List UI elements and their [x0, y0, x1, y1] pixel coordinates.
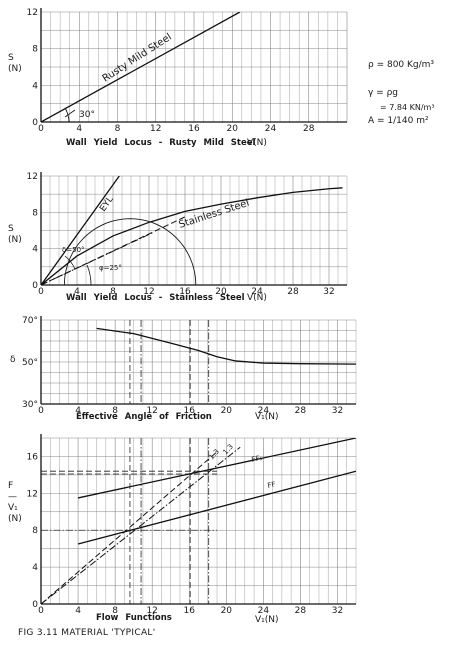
series-line-3 — [41, 451, 218, 604]
angle-arc-delta — [64, 255, 76, 270]
series-label: FF₁ — [251, 454, 263, 464]
chart-title: Wall Yield Locus - Rusty Mild Steel — [66, 138, 256, 148]
x-axis-label: V(N) — [247, 293, 267, 303]
x-tick-label: 20 — [221, 606, 233, 616]
y-tick-label: 4 — [32, 81, 38, 91]
x-tick-label: 0 — [38, 287, 44, 297]
series-label: 1.3 — [222, 443, 235, 457]
y-tick-label: 0 — [32, 118, 38, 128]
x-tick-label: 20 — [215, 287, 227, 297]
x-tick-label: 12 — [146, 406, 157, 416]
series-line-1 — [96, 327, 356, 365]
y-axis-label: S — [8, 224, 14, 234]
y-axis-label: (N) — [8, 235, 22, 245]
figure-caption: FIG 3.11 MATERIAL 'TYPICAL' — [18, 628, 156, 638]
x-tick-label: 24 — [258, 406, 270, 416]
y-tick-label: 4 — [32, 563, 38, 573]
chart-annotation: δ=50° — [62, 246, 85, 254]
y-axis-label: V₁ — [8, 503, 18, 513]
y-tick-label: 50° — [22, 358, 38, 368]
x-axis-label: V₁(N) — [255, 615, 279, 625]
series-line-1 — [41, 12, 241, 122]
y-tick-label: 0 — [32, 600, 38, 610]
x-tick-label: 8 — [110, 287, 116, 297]
series-label: 1.3 — [208, 448, 221, 462]
y-axis-label: δ — [10, 355, 16, 365]
y-axis-label: F — [8, 481, 13, 491]
x-tick-label: 0 — [38, 606, 44, 616]
x-axis-label: V₁(N) — [255, 412, 279, 422]
x-tick-label: 8 — [112, 606, 118, 616]
x-tick-label: 12 — [150, 124, 161, 134]
y-tick-label: 70° — [22, 316, 38, 326]
x-tick-label: 16 — [184, 406, 196, 416]
series-line-4 — [41, 231, 154, 285]
series-label: Rusty Mild Steel — [101, 32, 174, 85]
y-tick-label: 8 — [32, 45, 38, 55]
x-tick-label: 16 — [188, 124, 200, 134]
x-tick-label: 16 — [179, 287, 191, 297]
chart-title: Effective Angle of Friction — [76, 412, 212, 422]
x-tick-label: 28 — [287, 287, 299, 297]
x-tick-label: 0 — [38, 124, 44, 134]
x-tick-label: 28 — [295, 406, 307, 416]
x-tick-label: 0 — [38, 406, 44, 416]
x-tick-label: 8 — [112, 406, 118, 416]
x-tick-label: 20 — [221, 406, 233, 416]
series-label: FF — [267, 480, 277, 490]
x-tick-label: 24 — [258, 606, 270, 616]
angle-arrow — [64, 109, 76, 118]
note-unit-weight: γ = ρg — [368, 88, 399, 98]
chart-panel-1: 0 4 8 12 16 20 24 28 0 4 8 12 Rusty Mild Steel 30° Wal… — [8, 8, 348, 148]
x-tick-label: 32 — [332, 606, 343, 616]
series-line-1 — [41, 176, 120, 285]
chart-title: Flow Functions — [96, 613, 172, 623]
note-density: ρ = 800 Kg/m³ — [368, 60, 435, 70]
chart-annotation: 30° — [79, 110, 95, 120]
y-tick-label: 4 — [32, 245, 38, 255]
x-tick-label: 32 — [323, 287, 334, 297]
x-tick-label: 4 — [74, 287, 80, 297]
series-label: Stainless Steel — [178, 198, 251, 231]
y-axis-label: — — [8, 492, 17, 502]
chart-title: Wall Yield Locus - Stainless Steel — [66, 293, 245, 303]
series-line-1 — [77, 438, 356, 499]
x-tick-label: 24 — [265, 124, 277, 134]
series-line-2 — [41, 187, 343, 285]
x-tick-label: 24 — [251, 287, 263, 297]
angle-arc-phi — [86, 264, 92, 286]
y-tick-label: 8 — [32, 526, 38, 536]
mohr-circle — [63, 218, 197, 285]
y-tick-label: 12 — [27, 489, 38, 499]
y-axis-label: (N) — [8, 64, 22, 74]
x-tick-label: 28 — [303, 124, 315, 134]
y-tick-label: 8 — [32, 208, 38, 218]
x-tick-label: 28 — [295, 606, 307, 616]
x-tick-label: 4 — [76, 124, 82, 134]
x-tick-label: 32 — [332, 406, 343, 416]
y-axis-label: (N) — [8, 514, 22, 524]
y-axis-label: S — [8, 53, 14, 63]
note-unit-weight-value: = 7.84 KN/m³ — [380, 103, 435, 112]
x-tick-label: 16 — [184, 606, 196, 616]
y-tick-label: 0 — [32, 281, 38, 291]
x-axis-label: V(N) — [247, 138, 267, 148]
x-tick-label: 12 — [143, 287, 154, 297]
note-area: A = 1/140 m² — [368, 116, 429, 126]
y-tick-label: 30° — [22, 400, 38, 410]
x-tick-label: 12 — [146, 606, 157, 616]
x-tick-label: 20 — [227, 124, 239, 134]
series-line-4 — [41, 446, 241, 604]
y-tick-label: 12 — [27, 8, 38, 18]
y-tick-label: 12 — [27, 172, 38, 182]
x-tick-label: 4 — [75, 606, 81, 616]
chart-annotation: φ=25° — [99, 264, 122, 272]
chart-panel-4: 0 4 8 12 16 20 24 28 32 0 4 8 12 16 FF₁ FF 1.3 1.3 Flow Fu… — [8, 434, 357, 625]
chart-panel-3: 0 4 8 12 16 20 24 28 32 30° 50° 70° Effective Angle … — [10, 316, 357, 422]
x-tick-label: 4 — [75, 406, 81, 416]
y-tick-label: 16 — [27, 452, 39, 462]
x-tick-label: 8 — [115, 124, 121, 134]
